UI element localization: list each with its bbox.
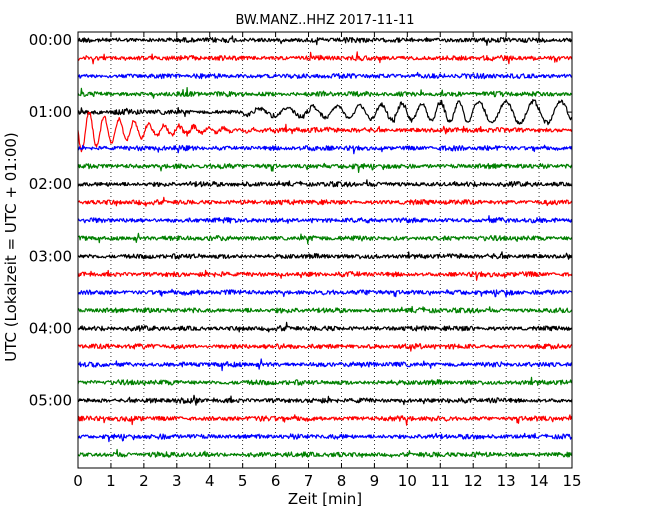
trace-20 [77, 394, 573, 406]
trace-0 [77, 35, 573, 46]
y-tick-label-0000: 00:00 [29, 31, 72, 49]
y-tick-label-0200: 02:00 [29, 175, 72, 193]
x-tick-label-8: 8 [337, 472, 347, 490]
plot-frame [77, 31, 573, 469]
x-tick-label-2: 2 [139, 472, 149, 490]
trace-12 [77, 251, 573, 260]
y-tick-label-0300: 03:00 [29, 247, 72, 265]
y-tick-labels: 00:00 01:00 02:00 03:00 04:00 05:00 [29, 31, 72, 410]
x-axis-label: Zeit [min] [288, 490, 362, 508]
x-tick-label-1: 1 [106, 472, 116, 490]
y-tick-label-0500: 05:00 [29, 392, 72, 410]
trace-1 [77, 51, 573, 65]
trace-11 [77, 232, 573, 245]
trace-4 [77, 98, 573, 126]
x-tick-label-7: 7 [304, 472, 314, 490]
trace-7 [77, 162, 573, 173]
axes [77, 31, 573, 469]
trace-23 [77, 448, 573, 458]
x-tick-label-6: 6 [271, 472, 281, 490]
chart-title: BW.MANZ..HHZ 2017-11-11 [235, 13, 414, 28]
trace-10 [77, 215, 573, 224]
x-tick-label-10: 10 [398, 472, 417, 490]
trace-2 [78, 71, 573, 80]
trace-15 [77, 305, 573, 314]
x-tick-label-14: 14 [530, 472, 549, 490]
trace-21 [77, 414, 573, 426]
y-tick-label-0400: 04:00 [29, 319, 72, 337]
trace-17 [77, 343, 573, 352]
x-tick-label-11: 11 [431, 472, 450, 490]
trace-13 [77, 269, 573, 281]
trace-5 [77, 111, 573, 153]
trace-22 [77, 432, 573, 443]
seismic-traces [77, 35, 573, 458]
trace-16 [77, 321, 573, 333]
trace-14 [77, 288, 572, 298]
y-tick-label-0100: 01:00 [29, 103, 72, 121]
x-tick-label-12: 12 [464, 472, 483, 490]
minute-gridlines [110, 32, 540, 468]
trace-19 [77, 376, 573, 386]
x-tick-label-5: 5 [238, 472, 248, 490]
x-tick-label-0: 0 [73, 472, 83, 490]
x-tick-labels: 0 1 2 3 4 5 6 7 8 9 10 11 12 13 14 15 [73, 472, 581, 490]
y-axis-label: UTC (Lokalzeit = UTC + 01:00) [2, 132, 20, 362]
trace-18 [77, 358, 573, 372]
x-tick-label-13: 13 [497, 472, 516, 490]
x-tick-label-4: 4 [205, 472, 215, 490]
trace-3 [77, 87, 573, 99]
trace-9 [77, 196, 572, 207]
trace-8 [77, 179, 573, 188]
x-tick-label-3: 3 [172, 472, 182, 490]
trace-6 [77, 144, 573, 155]
x-tick-label-15: 15 [562, 472, 581, 490]
x-tick-label-9: 9 [370, 472, 380, 490]
